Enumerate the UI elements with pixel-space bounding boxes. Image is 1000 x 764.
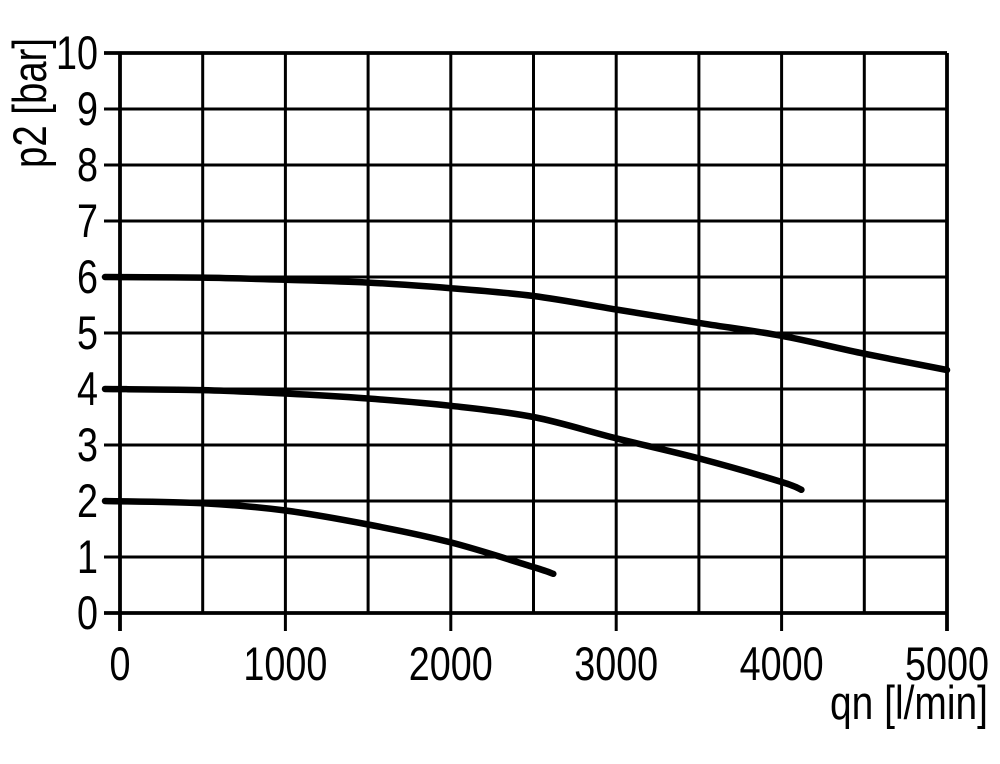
y-tick-label: 3 [77, 418, 98, 471]
x-tick-label: 3000 [574, 637, 658, 690]
y-tick-label: 4 [77, 362, 98, 415]
y-tick-label: 10 [56, 26, 98, 79]
y-tick-label: 9 [77, 82, 98, 135]
y-tick-label: 1 [77, 530, 98, 583]
y-tick-label: 6 [77, 250, 98, 303]
x-tick-label: 0 [110, 637, 131, 690]
x-tick-label: 5000 [905, 637, 989, 690]
curve_start_6_bar [101, 273, 951, 374]
y-tick-label: 5 [77, 306, 98, 359]
curve_start_4_bar [101, 385, 805, 494]
x-tick-label: 2000 [409, 637, 493, 690]
x-axis-title: qn [l/min] [830, 676, 988, 729]
y-tick-label: 2 [77, 474, 98, 527]
x-tick-label: 1000 [243, 637, 327, 690]
x-tick-label: 4000 [740, 637, 824, 690]
grid-lines [104, 51, 949, 631]
flow-curves [101, 273, 951, 578]
curve_start_2_bar [101, 497, 557, 578]
y-tick-label: 0 [77, 586, 98, 639]
y-axis-title: p2 [bar] [3, 38, 56, 168]
y-tick-label: 7 [77, 194, 98, 247]
y-tick-label: 8 [77, 138, 98, 191]
